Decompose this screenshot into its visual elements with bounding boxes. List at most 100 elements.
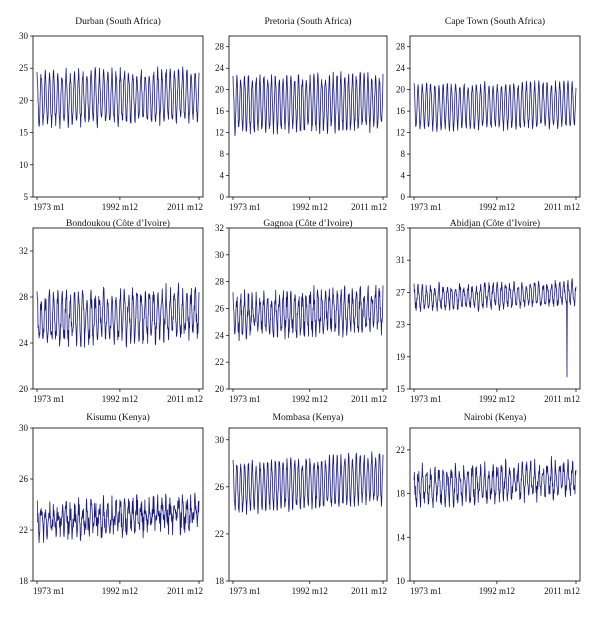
chart-title: Kisumu (Kenya) bbox=[86, 412, 150, 423]
y-tick-label: 24 bbox=[19, 338, 29, 348]
x-tick-label: 2011 m12 bbox=[351, 202, 387, 212]
y-tick-label: 0 bbox=[220, 192, 225, 202]
y-tick-label: 14 bbox=[396, 532, 406, 542]
temperature-series-line bbox=[36, 66, 200, 129]
y-tick-label: 20 bbox=[396, 85, 406, 95]
y-tick-label: 23 bbox=[396, 320, 406, 330]
x-tick-label: 2011 m12 bbox=[167, 394, 203, 404]
x-tick-label: 1992 m12 bbox=[292, 394, 328, 404]
y-tick-label: 19 bbox=[396, 352, 406, 362]
plot-frame bbox=[228, 427, 388, 582]
x-tick-label: 1992 m12 bbox=[479, 394, 515, 404]
chart-panel-1: Durban (South Africa) 5 10 15 20 25 30 1973 m1 1… bbox=[19, 16, 204, 212]
chart-panel-9: Nairobi (Kenya) 10 14 18 22 1973 m1 1992 m12 20… bbox=[396, 412, 581, 596]
x-tick-label: 2011 m12 bbox=[544, 394, 580, 404]
plot-frame bbox=[32, 227, 204, 390]
y-tick-label: 22 bbox=[215, 357, 224, 367]
y-tick-label: 16 bbox=[396, 106, 406, 116]
plot-frame bbox=[32, 35, 204, 198]
x-tick-label: 1992 m12 bbox=[479, 202, 515, 212]
y-tick-label: 22 bbox=[19, 525, 28, 535]
y-tick-label: 26 bbox=[215, 482, 225, 492]
chart-title: Gagnoa (Côte d’Ivoire) bbox=[263, 218, 352, 229]
y-tick-label: 20 bbox=[19, 384, 29, 394]
chart-panel-7: Kisumu (Kenya) 18 22 26 30 1973 m1 1992 m12 201… bbox=[19, 412, 204, 596]
y-tick-label: 18 bbox=[215, 576, 225, 586]
y-tick-label: 10 bbox=[19, 160, 29, 170]
y-tick-label: 30 bbox=[215, 435, 225, 445]
x-tick-label: 1973 m1 bbox=[410, 394, 442, 404]
temperature-series-line bbox=[232, 71, 384, 137]
y-tick-label: 20 bbox=[19, 95, 29, 105]
x-tick-label: 2011 m12 bbox=[167, 202, 203, 212]
x-tick-label: 2011 m12 bbox=[351, 394, 387, 404]
chart-title: Cape Town (South Africa) bbox=[445, 16, 545, 27]
y-tick-label: 15 bbox=[396, 384, 406, 394]
y-tick-label: 32 bbox=[19, 246, 28, 256]
temperature-series-line bbox=[413, 80, 577, 133]
y-tick-label: 24 bbox=[396, 63, 406, 73]
plot-frame bbox=[32, 427, 204, 582]
x-tick-label: 2011 m12 bbox=[544, 202, 580, 212]
y-tick-label: 18 bbox=[396, 489, 406, 499]
x-tick-label: 1973 m1 bbox=[33, 394, 65, 404]
x-tick-label: 1992 m12 bbox=[102, 586, 138, 596]
chart-panel-4: Bondoukou (Côte d’Ivoire) 20 24 28 32 1973 m1… bbox=[19, 218, 204, 404]
x-tick-label: 1973 m1 bbox=[410, 586, 442, 596]
chart-title: Durban (South Africa) bbox=[75, 16, 160, 27]
chart-panel-8: Mombasa (Kenya) 18 22 26 30 1973 m1 1992 m12 20… bbox=[215, 412, 388, 596]
x-tick-label: 1973 m1 bbox=[229, 586, 261, 596]
y-tick-label: 27 bbox=[396, 287, 406, 297]
x-tick-label: 2011 m12 bbox=[351, 586, 387, 596]
chart-title: Bondoukou (Côte d’Ivoire) bbox=[66, 218, 170, 229]
plot-frame bbox=[409, 35, 581, 198]
y-tick-label: 32 bbox=[215, 223, 224, 233]
y-tick-label: 28 bbox=[215, 277, 225, 287]
x-tick-label: 1992 m12 bbox=[102, 394, 138, 404]
y-tick-label: 22 bbox=[396, 445, 405, 455]
chart-panel-5: Gagnoa (Côte d’Ivoire) 20 22 24 26 28 30 32 1973… bbox=[215, 218, 388, 404]
y-tick-label: 30 bbox=[215, 250, 225, 260]
y-tick-label: 8 bbox=[401, 149, 406, 159]
chart-title: Pretoria (South Africa) bbox=[264, 16, 351, 27]
y-tick-label: 5 bbox=[24, 192, 29, 202]
y-tick-label: 24 bbox=[215, 330, 225, 340]
plot-frame bbox=[409, 427, 581, 582]
y-tick-label: 20 bbox=[215, 85, 225, 95]
chart-title: Mombasa (Kenya) bbox=[273, 412, 344, 423]
y-tick-label: 24 bbox=[215, 63, 225, 73]
y-tick-label: 35 bbox=[396, 223, 406, 233]
x-tick-label: 1973 m1 bbox=[33, 202, 65, 212]
y-tick-label: 15 bbox=[19, 128, 29, 138]
x-tick-label: 2011 m12 bbox=[167, 586, 203, 596]
y-tick-label: 4 bbox=[401, 171, 406, 181]
x-tick-label: 2011 m12 bbox=[544, 586, 580, 596]
y-tick-label: 28 bbox=[215, 42, 225, 52]
y-tick-label: 30 bbox=[19, 423, 29, 433]
y-tick-label: 8 bbox=[220, 149, 225, 159]
chart-panel-6: Abidjan (Côte d’Ivoire) 15 19 23 27 31 35 1973 … bbox=[396, 218, 581, 404]
x-tick-label: 1992 m12 bbox=[479, 586, 515, 596]
y-tick-label: 18 bbox=[19, 576, 29, 586]
temperature-series-line bbox=[36, 492, 200, 544]
temperature-series-line bbox=[413, 455, 577, 509]
x-tick-label: 1973 m1 bbox=[410, 202, 442, 212]
y-tick-label: 26 bbox=[215, 304, 225, 314]
y-tick-label: 28 bbox=[19, 292, 29, 302]
x-tick-label: 1973 m1 bbox=[229, 394, 261, 404]
y-tick-label: 20 bbox=[215, 384, 225, 394]
temperature-series-line bbox=[232, 451, 384, 515]
y-tick-label: 25 bbox=[19, 63, 29, 73]
x-tick-label: 1973 m1 bbox=[33, 586, 65, 596]
plot-frame bbox=[409, 227, 581, 390]
y-tick-label: 12 bbox=[396, 128, 405, 138]
y-tick-label: 4 bbox=[220, 171, 225, 181]
y-tick-label: 26 bbox=[19, 474, 29, 484]
plot-frame bbox=[228, 35, 388, 198]
y-tick-label: 30 bbox=[19, 31, 29, 41]
y-tick-label: 28 bbox=[396, 42, 406, 52]
chart-title: Abidjan (Côte d’Ivoire) bbox=[450, 218, 540, 229]
x-tick-label: 1973 m1 bbox=[229, 202, 261, 212]
y-tick-label: 31 bbox=[396, 255, 405, 265]
x-tick-label: 1992 m12 bbox=[292, 202, 328, 212]
